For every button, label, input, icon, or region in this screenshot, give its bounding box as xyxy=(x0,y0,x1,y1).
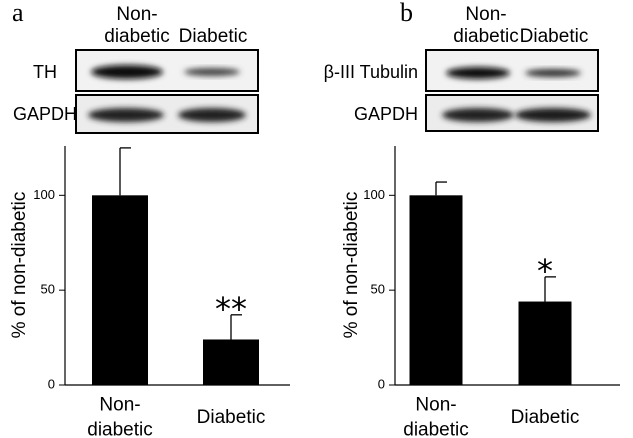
panel-label: b xyxy=(400,0,413,27)
blot-b xyxy=(425,49,599,132)
blot-column-label: Non-diabetic xyxy=(453,4,519,47)
blot-row-label: β-III Tubulin xyxy=(324,62,418,82)
blot-column-label: Non-diabetic xyxy=(104,4,170,47)
panel-label: a xyxy=(12,0,24,27)
y-axis-label: % of non-diabetic xyxy=(341,192,362,339)
x-tick-label: Diabetic xyxy=(511,407,580,428)
y-tick-label: 0 xyxy=(378,376,385,391)
blot-row-label: GAPDH xyxy=(13,104,77,124)
bar xyxy=(409,195,463,385)
significance-annotation: * xyxy=(537,252,553,290)
bar-chart: 0 50 100% of non-diabetic Non-diabetic Diabe… xyxy=(341,146,620,438)
y-tick-label: 100 xyxy=(363,187,385,202)
blot-column-label: Diabetic xyxy=(520,26,589,47)
y-tick-label: 50 xyxy=(41,282,55,297)
x-tick-label: Non-diabetic xyxy=(87,395,153,438)
x-tick-label: Non-diabetic xyxy=(403,395,469,438)
y-tick-label: 0 xyxy=(48,376,55,391)
blot-row-label: TH xyxy=(33,62,57,82)
x-tick-label: Diabetic xyxy=(197,407,266,428)
bar-chart: 0 50 100% of non-diabetic Non-diabetic Diabe… xyxy=(9,146,290,438)
significance-annotation: ** xyxy=(215,290,247,328)
bar xyxy=(92,195,148,385)
blot-row-label: GAPDH xyxy=(354,104,418,124)
y-axis-label: % of non-diabetic xyxy=(9,192,30,339)
bar xyxy=(203,339,259,385)
blot-a xyxy=(75,49,259,134)
y-tick-label: 50 xyxy=(371,282,385,297)
bar xyxy=(518,301,572,385)
blot-column-label: Diabetic xyxy=(179,26,248,47)
y-tick-label: 100 xyxy=(33,187,55,202)
